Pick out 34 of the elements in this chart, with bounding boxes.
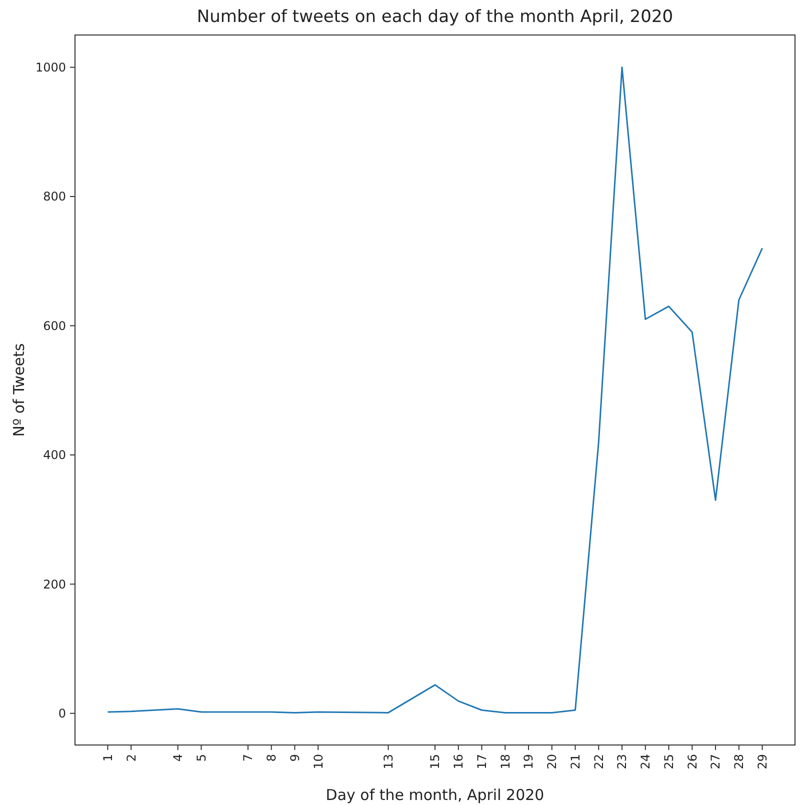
x-tick-label: 15 <box>428 754 442 770</box>
x-tick-label: 18 <box>498 754 512 770</box>
y-tick-label: 800 <box>43 190 66 204</box>
y-tick-label: 400 <box>43 448 66 462</box>
x-tick-label: 21 <box>568 754 582 770</box>
x-tick-label: 8 <box>264 754 279 762</box>
y-tick-label: 1000 <box>35 60 66 74</box>
x-tick-label: 5 <box>194 754 208 762</box>
x-tick-label: 28 <box>732 754 746 770</box>
x-tick-label: 26 <box>685 754 700 770</box>
x-tick-label: 17 <box>474 754 489 770</box>
x-tick-label: 29 <box>755 754 770 770</box>
y-tick-label: 600 <box>43 318 66 333</box>
x-tick-label: 24 <box>638 754 653 770</box>
x-tick-label: 16 <box>452 754 466 770</box>
x-tick-label: 27 <box>708 754 723 770</box>
x-tick-label: 23 <box>615 754 630 770</box>
y-axis-title: Nº of Tweets <box>10 343 28 437</box>
x-tick-label: 9 <box>288 754 302 762</box>
x-tick-label: 4 <box>171 754 186 762</box>
x-tick-label: 25 <box>662 754 676 770</box>
x-tick-label: 19 <box>522 754 536 770</box>
x-tick-label: 10 <box>311 754 326 770</box>
x-tick-label: 20 <box>545 754 560 770</box>
chart-title: Number of tweets on each day of the month April, 2020 <box>196 7 674 27</box>
x-tick-label: 1 <box>100 754 115 762</box>
y-tick-label: 200 <box>43 577 66 592</box>
x-tick-label: 2 <box>124 754 138 762</box>
x-tick-label: 13 <box>381 754 396 770</box>
x-axis-title: Day of the month, April 2020 <box>326 786 544 804</box>
y-tick-label: 0 <box>58 706 66 721</box>
x-tick-label: 22 <box>592 754 606 770</box>
line-series <box>106 66 764 714</box>
x-tick-label: 7 <box>241 754 256 762</box>
